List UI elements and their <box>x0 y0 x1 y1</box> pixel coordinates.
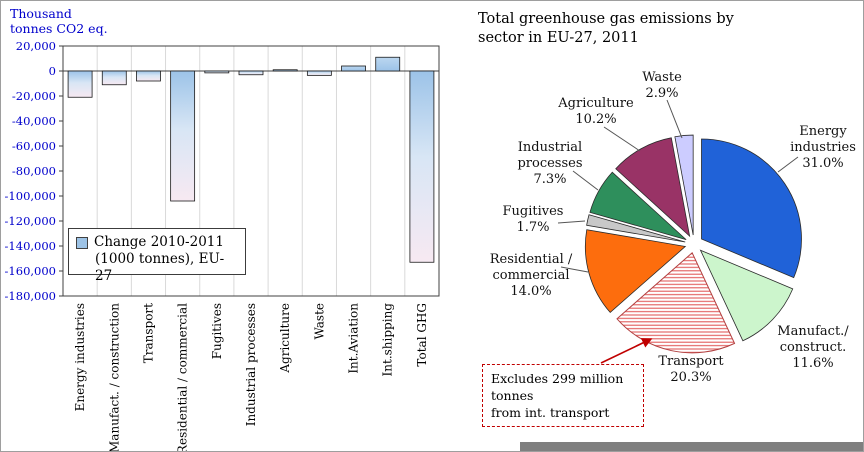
y-tick-label: -80,000 <box>12 164 56 178</box>
y-tick-label: 20,000 <box>16 39 56 53</box>
bar-chart: 20,000 0 -20,000 -40,000 -60,000 -80,000 -100,… <box>5 39 440 452</box>
y-tick-label: -140,000 <box>5 239 56 253</box>
pie-slice-7 <box>674 134 694 236</box>
x-category-label: Int.shipping <box>381 303 395 377</box>
legend-label-line2: (1000 tonnes), EU-27 <box>95 251 225 284</box>
pie-label: commercial <box>492 268 569 283</box>
bar-8 <box>341 65 366 72</box>
pie-title-line2: sector in EU-27, 2011 <box>478 30 639 46</box>
leader-line <box>560 266 589 273</box>
legend-label-line1: Change 2010-2011 <box>94 234 224 250</box>
leader-line <box>603 126 641 152</box>
bar-y-axis-title-line2: tonnes CO2 eq. <box>10 21 108 36</box>
y-tick-label: -180,000 <box>5 289 56 303</box>
x-category-label: Transport <box>141 303 155 363</box>
pie-slice-0 <box>701 138 802 279</box>
pie-label: 20.3% <box>670 370 711 385</box>
pie-label: 11.6% <box>792 356 833 371</box>
pie-label: 7.3% <box>533 172 566 187</box>
x-category-label: Waste <box>312 303 326 340</box>
leader-line <box>777 156 799 173</box>
pie-slice-6 <box>615 137 691 238</box>
pie-title-line1: Total greenhouse gas emissions by <box>478 11 734 27</box>
bar-y-axis-title: Thousand tonnes CO2 eq. <box>10 6 108 36</box>
pie-label: 10.2% <box>575 112 616 127</box>
pie-label: Industrial <box>518 140 582 155</box>
pie-label: Transport <box>658 354 724 369</box>
pie-slice-4 <box>586 214 686 243</box>
legend-swatch <box>76 236 88 249</box>
pie-label: Energy <box>799 124 847 139</box>
bar-2 <box>136 70 161 82</box>
leader-line <box>666 99 683 139</box>
y-tick-label: -120,000 <box>5 214 56 228</box>
annotation-line2: from int. transport <box>491 405 610 420</box>
bar-3 <box>170 70 196 202</box>
y-tick-label: -60,000 <box>12 139 56 153</box>
bar-9 <box>375 56 401 72</box>
leader-line <box>557 220 586 224</box>
pie-slice-3 <box>584 229 687 313</box>
pie-label: Manufact./ <box>777 324 849 339</box>
x-category-label: Industrial processes <box>244 303 258 426</box>
x-category-label: Residential / commercial <box>176 303 190 452</box>
pie-label: processes <box>517 156 582 171</box>
pie-label: Residential / <box>490 252 573 267</box>
y-tick-label: -40,000 <box>12 114 56 128</box>
bar-0 <box>67 70 93 98</box>
x-category-label: Energy industries <box>73 303 87 411</box>
pie-label: 31.0% <box>802 156 843 171</box>
annotation-line1: Excludes 299 million tonnes <box>491 371 624 403</box>
y-tick-label: -100,000 <box>5 189 56 203</box>
transport-annotation-box: Excludes 299 million tonnes from int. tr… <box>482 364 644 427</box>
leader-line <box>572 170 599 191</box>
pie-slice-5 <box>589 171 687 241</box>
annotation-arrow <box>600 338 653 364</box>
y-tick-label: 0 <box>49 64 56 78</box>
pie-label: Waste <box>642 70 682 85</box>
bar-y-axis-title-line1: Thousand <box>10 6 72 21</box>
bar-6 <box>272 69 298 72</box>
pie-slice-2 <box>616 251 736 354</box>
y-tick-label: -20,000 <box>12 89 56 103</box>
bar-plot-border <box>62 45 440 297</box>
pie-label: 1.7% <box>516 220 549 235</box>
pie-label: 14.0% <box>510 284 551 299</box>
bottom-gray-bar <box>520 442 863 451</box>
bar-1 <box>101 70 127 86</box>
x-category-label: Manufact. / construction <box>107 303 121 452</box>
bar-4 <box>204 70 230 74</box>
bar-chart-legend: Change 2010-2011 (1000 tonnes), EU-27 <box>68 228 246 284</box>
bar-5 <box>238 70 264 76</box>
pie-label: construct. <box>780 340 847 355</box>
pie-slice-1 <box>699 249 794 342</box>
pie-label: Fugitives <box>503 204 564 219</box>
pie-chart-title: Total greenhouse gas emissions by sector… <box>478 10 734 48</box>
bar-10 <box>409 70 435 263</box>
x-category-label: Int.Aviation <box>347 303 361 374</box>
y-tick-label: -160,000 <box>5 264 56 278</box>
pie-label: industries <box>790 140 856 155</box>
x-category-label: Total GHG <box>415 303 429 367</box>
pie-label: Agriculture <box>557 96 634 111</box>
legend-row: Change 2010-2011 <box>76 234 238 251</box>
x-category-label: Fugitives <box>210 303 224 359</box>
x-category-label: Agriculture <box>278 303 292 374</box>
bar-7 <box>306 70 332 76</box>
pie-label: 2.9% <box>645 86 678 101</box>
